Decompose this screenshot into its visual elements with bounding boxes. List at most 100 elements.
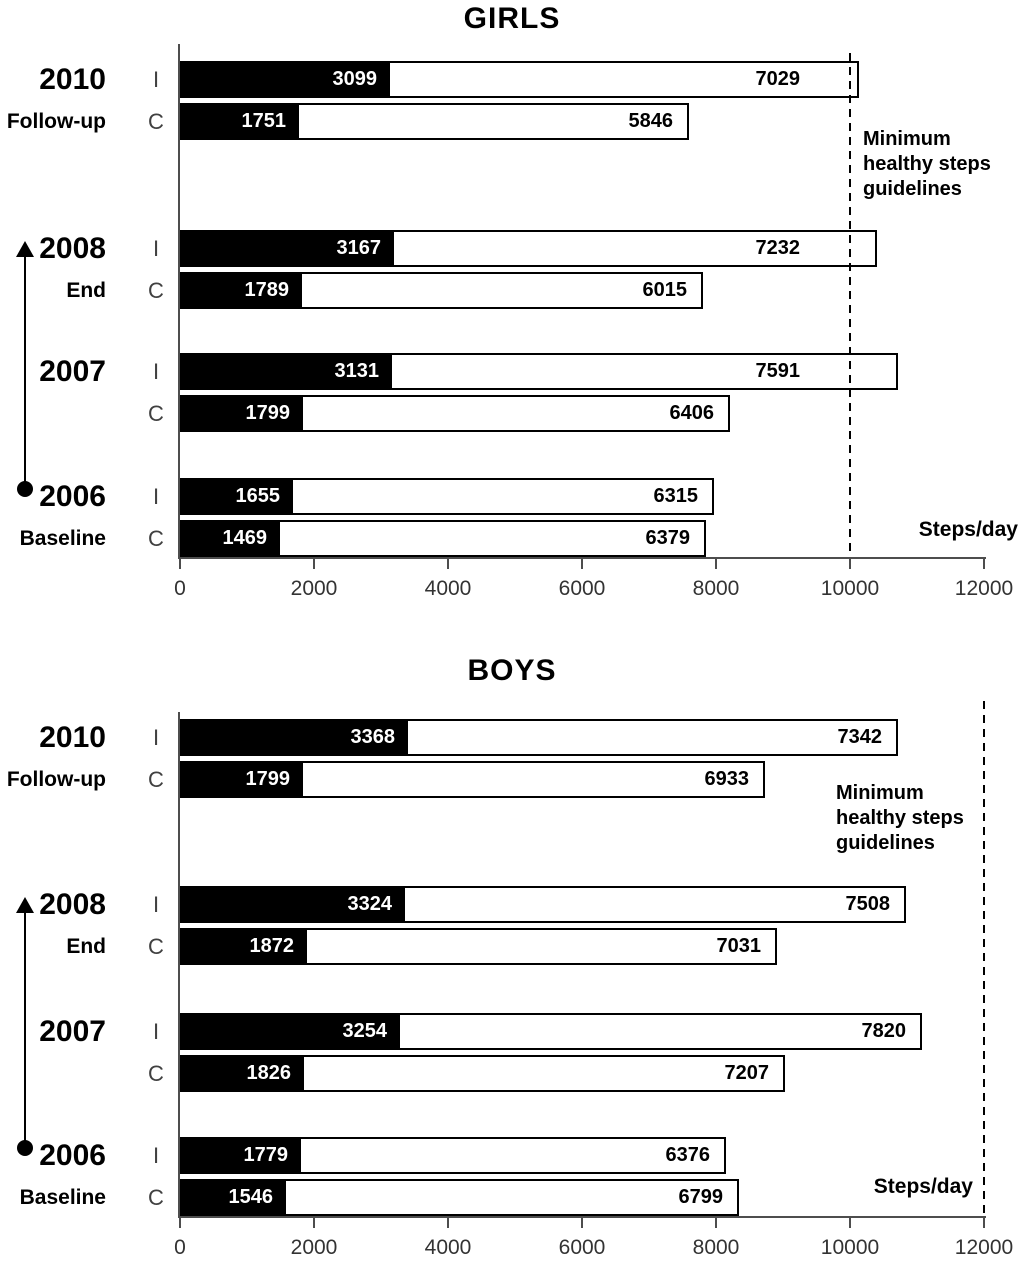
row-label: C bbox=[148, 1061, 164, 1086]
bar-black-value: 1655 bbox=[235, 485, 281, 507]
x-tick bbox=[581, 559, 583, 569]
row-label: I bbox=[152, 236, 160, 261]
row-label: I bbox=[152, 67, 160, 92]
group-year-label: 2006 bbox=[39, 1139, 106, 1172]
group-year-label: 2007 bbox=[39, 355, 106, 388]
x-tick bbox=[313, 559, 315, 569]
bar-black-segment: 3167 bbox=[180, 230, 394, 267]
timeline-start-dot bbox=[17, 1140, 33, 1156]
group-sublabel: Follow-up bbox=[6, 768, 106, 791]
bar-white-value: 7232 bbox=[755, 237, 801, 259]
x-tick-label: 0 bbox=[174, 1236, 186, 1259]
bar-black-segment: 1655 bbox=[180, 478, 293, 515]
bar-black-value: 1799 bbox=[245, 402, 291, 424]
bar-black-segment: 3368 bbox=[180, 719, 408, 756]
row-label: C bbox=[148, 934, 164, 959]
guideline-dashed-line bbox=[849, 53, 851, 557]
bar: 3368 7342 bbox=[180, 719, 898, 756]
bar-white-value: 6315 bbox=[653, 485, 699, 507]
x-tick bbox=[715, 559, 717, 569]
guideline-annotation-line: Minimum bbox=[863, 128, 951, 150]
bar-black-segment: 1469 bbox=[180, 520, 280, 557]
bar-white-value: 7207 bbox=[724, 1062, 770, 1084]
x-axis bbox=[178, 1216, 986, 1218]
bar-black-value: 3167 bbox=[336, 237, 382, 259]
axis-unit-label: Steps/day bbox=[873, 1175, 973, 1198]
bar-black-value: 1799 bbox=[245, 768, 291, 790]
bar-black-segment: 1799 bbox=[180, 395, 303, 432]
group-year-label: 2008 bbox=[39, 888, 106, 921]
guideline-annotation: Minimum healthy steps guidelines bbox=[863, 127, 991, 202]
bar-black-segment: 1789 bbox=[180, 272, 302, 309]
row-label: I bbox=[152, 484, 160, 509]
group-sublabel: End bbox=[66, 279, 106, 302]
x-tick bbox=[179, 1218, 181, 1228]
timeline-arrow-line bbox=[24, 256, 26, 489]
x-tick-label: 6000 bbox=[558, 1236, 606, 1259]
row-label: C bbox=[148, 278, 164, 303]
row-label: C bbox=[148, 109, 164, 134]
guideline-annotation: Minimum healthy steps guidelines bbox=[836, 781, 964, 856]
x-tick-label: 4000 bbox=[424, 577, 472, 600]
bar-black-value: 3099 bbox=[332, 68, 378, 90]
y-axis bbox=[178, 44, 180, 557]
x-tick bbox=[983, 1218, 985, 1228]
group-year-label: 2006 bbox=[39, 480, 106, 513]
bar-black-segment: 3131 bbox=[180, 353, 392, 390]
x-tick-label: 2000 bbox=[290, 577, 338, 600]
bar-white-value: 7820 bbox=[861, 1020, 907, 1042]
bar: 1799 6933 bbox=[180, 761, 765, 798]
x-tick-label: 8000 bbox=[692, 1236, 740, 1259]
bar: 3167 7232 bbox=[180, 230, 877, 267]
guideline-annotation-line: guidelines bbox=[863, 178, 962, 200]
y-axis bbox=[178, 712, 180, 1216]
bar-black-value: 1469 bbox=[222, 527, 268, 549]
x-tick bbox=[313, 1218, 315, 1228]
row-label: C bbox=[148, 1185, 164, 1210]
row-label: I bbox=[152, 1143, 160, 1168]
guideline-annotation-line: healthy steps bbox=[836, 807, 964, 829]
bar-white-value: 7029 bbox=[755, 68, 801, 90]
bar: 3131 7591 bbox=[180, 353, 898, 390]
bar-black-value: 3131 bbox=[334, 360, 380, 382]
bar-black-value: 1546 bbox=[228, 1186, 274, 1208]
bar-black-value: 1789 bbox=[244, 279, 290, 301]
group-year-label: 2010 bbox=[39, 721, 106, 754]
row-label: I bbox=[152, 892, 160, 917]
timeline-arrow-head bbox=[16, 897, 34, 913]
bar-black-segment: 1546 bbox=[180, 1179, 286, 1216]
bar: 1799 6406 bbox=[180, 395, 730, 432]
bar-black-segment: 3324 bbox=[180, 886, 405, 923]
bar: 3254 7820 bbox=[180, 1013, 922, 1050]
bar-black-segment: 1799 bbox=[180, 761, 303, 798]
x-tick-label: 6000 bbox=[558, 577, 606, 600]
bar-white-value: 7591 bbox=[755, 360, 801, 382]
bar-black-segment: 3099 bbox=[180, 61, 390, 98]
bar-black-value: 1826 bbox=[246, 1062, 292, 1084]
chart-title-girls: GIRLS bbox=[463, 2, 561, 35]
group-year-label: 2007 bbox=[39, 1015, 106, 1048]
bar: 3099 7029 bbox=[180, 61, 859, 98]
bar: 1751 5846 bbox=[180, 103, 689, 140]
axis-unit-label: Steps/day bbox=[918, 518, 1018, 541]
bar: 1469 6379 bbox=[180, 520, 706, 557]
x-tick-label: 0 bbox=[174, 577, 186, 600]
group-year-label: 2008 bbox=[39, 232, 106, 265]
x-tick-label: 8000 bbox=[692, 577, 740, 600]
bar-black-value: 3254 bbox=[342, 1020, 388, 1042]
bar: 1789 6015 bbox=[180, 272, 703, 309]
x-tick bbox=[447, 1218, 449, 1228]
bar-black-value: 1751 bbox=[241, 110, 287, 132]
bar: 1872 7031 bbox=[180, 928, 777, 965]
x-tick bbox=[581, 1218, 583, 1228]
timeline-arrow-line bbox=[24, 912, 26, 1148]
bar-black-segment: 1826 bbox=[180, 1055, 304, 1092]
bar-black-segment: 3254 bbox=[180, 1013, 400, 1050]
guideline-annotation-line: Minimum bbox=[836, 782, 924, 804]
row-label: I bbox=[152, 725, 160, 750]
guideline-annotation-line: healthy steps bbox=[863, 153, 991, 175]
bar-black-segment: 1751 bbox=[180, 103, 299, 140]
timeline-arrow-head bbox=[16, 241, 34, 257]
bar-white-value: 7342 bbox=[837, 726, 883, 748]
x-tick-label: 10000 bbox=[820, 577, 880, 600]
